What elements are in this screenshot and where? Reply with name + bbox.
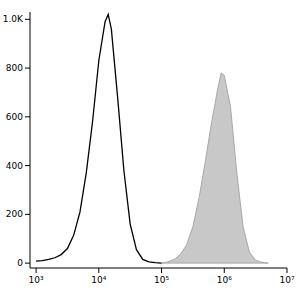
area	[162, 73, 269, 263]
y-tick	[25, 214, 30, 215]
x-tick	[161, 268, 162, 273]
y-tick-label: 200	[6, 209, 23, 219]
y-tick-label: 400	[6, 161, 23, 171]
x-tick	[98, 268, 99, 273]
x-axis	[30, 268, 287, 269]
y-tick	[25, 116, 30, 117]
y-tick-label: 1.0K	[3, 14, 24, 24]
x-tick-label: 10⁶	[217, 275, 232, 285]
x-tick	[36, 268, 37, 273]
y-axis	[30, 12, 31, 268]
y-tick-label: 600	[6, 112, 23, 122]
plot-data	[36, 14, 268, 263]
x-tick	[287, 268, 288, 273]
x-tick	[224, 268, 225, 273]
y-tick	[25, 68, 30, 69]
x-tick-label: 10⁴	[91, 275, 106, 285]
y-tick	[25, 165, 30, 166]
x-tick-label: 10⁵	[154, 275, 169, 285]
line	[36, 14, 161, 263]
y-tick	[25, 263, 30, 264]
x-tick-label: 10³	[29, 275, 44, 285]
chart: 10³ 10⁴ 10⁵ 10⁶ 10⁷ 0 200 400 600 800 1.0K	[0, 0, 300, 294]
y-tick	[25, 19, 30, 20]
y-tick-label: 0	[17, 258, 23, 268]
x-tick-label: 10⁷	[279, 275, 294, 285]
y-tick-label: 800	[6, 63, 23, 73]
